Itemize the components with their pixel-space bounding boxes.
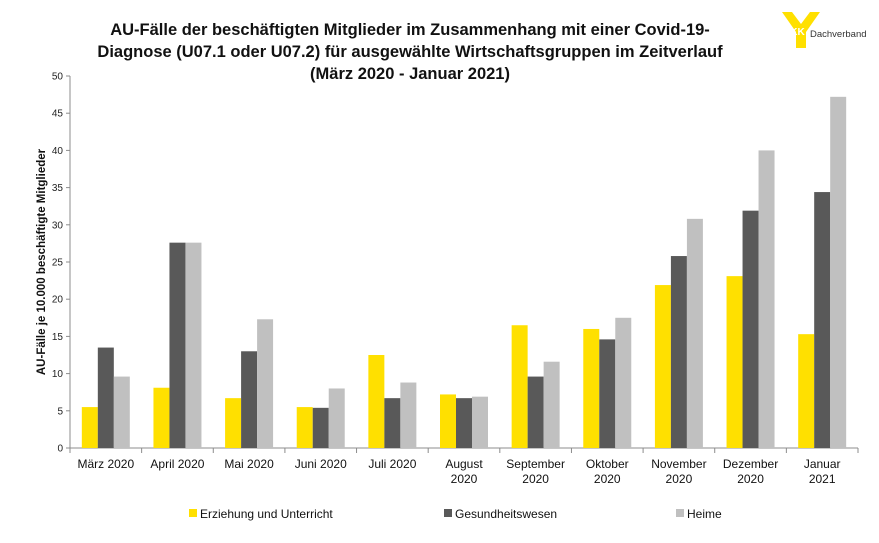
x-tick-label: Mai 2020 (224, 457, 274, 471)
x-tick-label: Januar (804, 457, 841, 471)
bar (81, 407, 98, 448)
x-tick-label: Oktober (586, 457, 629, 471)
x-tick-label: Dezember (723, 457, 778, 471)
x-tick-label: 2020 (522, 472, 549, 486)
y-tick-label: 30 (52, 220, 64, 231)
bar (153, 387, 170, 448)
bar (472, 396, 488, 448)
bar (758, 150, 775, 448)
legend-label: Gesundheitswesen (455, 507, 557, 521)
bar (670, 256, 687, 448)
y-tick-label: 0 (57, 444, 63, 455)
bar (798, 334, 815, 448)
legend-label: Heime (687, 507, 722, 521)
bar (686, 218, 703, 448)
bar (814, 192, 831, 448)
bar (742, 210, 759, 448)
bar (312, 407, 329, 448)
legend-label: Erziehung und Unterricht (200, 507, 333, 521)
y-tick-label: 25 (52, 258, 64, 269)
chart-title-line-2: Diagnose (U07.1 oder U07.2) für ausgewäh… (97, 43, 723, 61)
y-tick-label: 15 (52, 332, 64, 343)
y-tick-label: 5 (57, 406, 63, 417)
x-tick-label: November (651, 457, 706, 471)
y-tick-label: 20 (52, 295, 64, 306)
x-tick-label: August (445, 457, 483, 471)
legend-swatch (676, 509, 684, 517)
bar (615, 317, 632, 448)
chart-title-line-1: AU-Fälle der beschäftigten Mitglieder im… (110, 21, 710, 39)
x-tick-label: 2020 (666, 472, 693, 486)
logo-mark-text: BKK (783, 27, 805, 38)
x-tick-label: 2020 (451, 472, 478, 486)
chart-title-line-3: (März 2020 - Januar 2021) (310, 65, 510, 83)
bar (830, 96, 847, 448)
bar (456, 398, 472, 448)
bar (400, 382, 417, 448)
x-tick-label: September (506, 457, 565, 471)
bar (113, 376, 130, 448)
bar (384, 398, 401, 448)
bar (328, 388, 345, 448)
bar (440, 394, 456, 448)
bar (583, 328, 600, 448)
logo-mark-shape (782, 12, 820, 48)
x-tick-label: 2020 (594, 472, 621, 486)
bar (296, 407, 313, 448)
logo-subtitle: Dachverband (810, 29, 867, 40)
bar (599, 339, 616, 448)
bar (241, 351, 258, 448)
bar (654, 285, 671, 448)
bar (726, 276, 743, 448)
bar (527, 376, 544, 448)
legend-swatch (189, 509, 197, 517)
bar (185, 242, 202, 448)
legend-swatch (444, 509, 452, 517)
bar (169, 242, 186, 448)
y-tick-label: 35 (52, 183, 64, 194)
x-tick-label: 2020 (737, 472, 764, 486)
x-tick-label: April 2020 (150, 457, 204, 471)
bar (368, 355, 385, 448)
bkk-logo (782, 12, 820, 48)
x-tick-label: Juni 2020 (295, 457, 347, 471)
bar (225, 398, 242, 448)
bar (257, 319, 274, 448)
x-tick-label: 2021 (809, 472, 836, 486)
y-tick-label: 45 (52, 109, 64, 120)
y-tick-label: 10 (52, 369, 64, 380)
bar (543, 361, 560, 448)
bar (511, 325, 528, 448)
x-tick-label: März 2020 (77, 457, 134, 471)
y-axis-label: AU-Fälle je 10.000 beschäftigte Mitglied… (36, 148, 48, 375)
bar (97, 347, 114, 448)
y-tick-label: 40 (52, 146, 64, 157)
x-tick-label: Juli 2020 (368, 457, 416, 471)
